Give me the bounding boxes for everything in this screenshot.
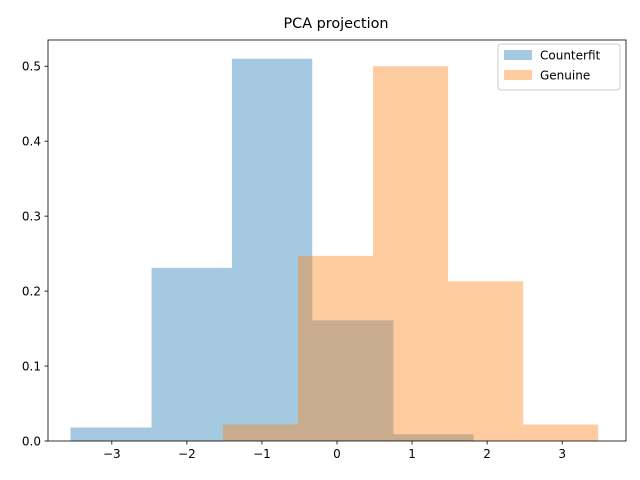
y-tick-label: 0.2 bbox=[22, 284, 41, 298]
bars-layer bbox=[70, 58, 599, 442]
chart-title: PCA projection bbox=[283, 16, 388, 32]
x-tick-label: 2 bbox=[483, 447, 491, 461]
y-axis: 0.0 0.1 0.2 0.3 0.4 0.5 bbox=[22, 60, 48, 448]
x-axis: −3 −2 −1 0 1 2 3 bbox=[103, 441, 566, 461]
y-tick-label: 0.4 bbox=[22, 134, 41, 148]
x-tick-label: 0 bbox=[333, 447, 341, 461]
legend-label-counterfit: Counterfit bbox=[540, 49, 601, 63]
legend-swatch-genuine bbox=[504, 70, 532, 80]
legend-swatch-counterfit bbox=[504, 50, 532, 60]
y-tick-label: 0.3 bbox=[22, 209, 41, 223]
x-tick-label: 1 bbox=[408, 447, 416, 461]
bar-counterfit-0 bbox=[70, 427, 152, 441]
bar-genuine-0 bbox=[222, 424, 298, 441]
x-tick-label: −3 bbox=[103, 447, 121, 461]
x-tick-label: 3 bbox=[558, 447, 566, 461]
bar-genuine-1 bbox=[297, 255, 374, 441]
legend: Counterfit Genuine bbox=[497, 43, 621, 91]
legend-label-genuine: Genuine bbox=[540, 69, 590, 83]
bar-counterfit-1 bbox=[151, 267, 232, 441]
x-tick-label: −2 bbox=[178, 447, 196, 461]
y-tick-label: 0.5 bbox=[22, 60, 41, 74]
bar-genuine-3 bbox=[448, 281, 524, 441]
y-tick-label: 0.0 bbox=[22, 434, 41, 448]
bar-counterfit-3 bbox=[312, 320, 394, 441]
legend-box bbox=[497, 43, 621, 91]
bar-counterfit-4 bbox=[393, 434, 474, 441]
bar-genuine-2 bbox=[373, 66, 449, 441]
bar-genuine-4 bbox=[523, 424, 599, 441]
x-tick-label: −1 bbox=[253, 447, 271, 461]
bar-counterfit-2 bbox=[231, 58, 313, 442]
y-tick-label: 0.1 bbox=[22, 359, 41, 373]
